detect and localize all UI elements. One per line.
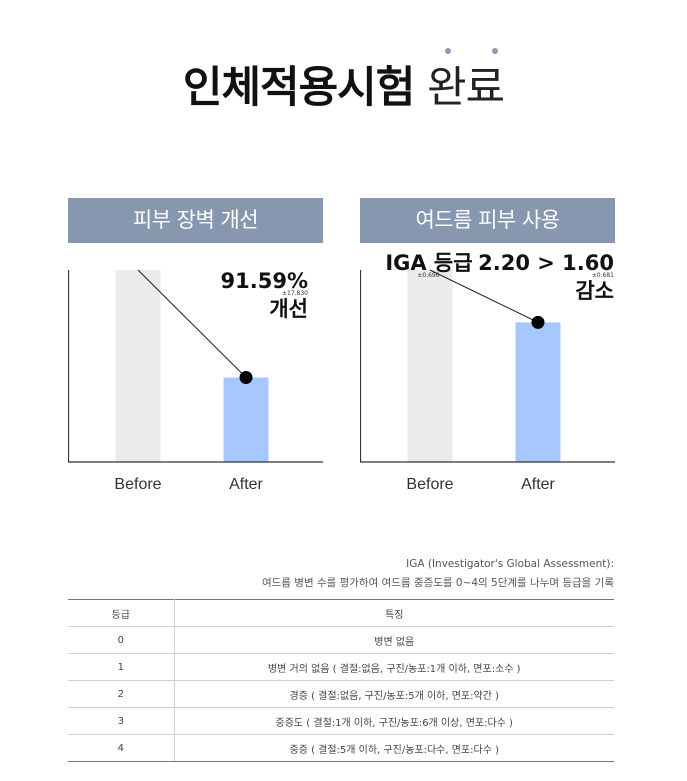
chart-svg: Before After: [68, 269, 323, 493]
grade-cell: 1: [68, 653, 175, 681]
page-title: 인체적용시험 완료: [0, 48, 687, 118]
grade-cell: 3: [68, 707, 175, 735]
grade-cell: 0: [68, 626, 175, 654]
after-point: [239, 371, 253, 385]
iga-grade-table: 등급 특징 0 병변 없음 1 병변 거의 없음 ( 결절:없음, 구진/농포:1개…: [68, 599, 614, 762]
title-light-label: 완료: [426, 63, 505, 113]
table-row: 4 중증 ( 결절:5개 이하, 구진/농포:다수, 면포:다수 ): [68, 734, 614, 762]
grade-cell: 2: [68, 680, 175, 708]
table-row: 0 병변 없음: [68, 626, 614, 654]
deviation-before: ±0.696: [417, 272, 440, 279]
accent-dot: [491, 48, 498, 54]
panel-header: 피부 장벽 개선: [68, 198, 323, 243]
table-row: 2 경증 ( 결절:없음, 구진/농포:5개 이하, 면포:약간 ): [68, 680, 614, 708]
chart-svg: Before After: [360, 269, 615, 493]
title-bold-text: 인체적용시험: [182, 63, 415, 113]
annotation-value: 91.59%: [220, 269, 308, 293]
category-label: Before: [114, 476, 161, 493]
table-header-row: 등급 특징: [68, 599, 614, 627]
column-header-feature: 특징: [174, 599, 614, 627]
feature-cell: 병변 거의 없음 ( 결절:없음, 구진/농포:1개 이하, 면포:소수 ): [174, 653, 614, 681]
category-label: After: [521, 476, 555, 493]
column-header-grade: 등급: [68, 599, 175, 627]
after-bar: [515, 322, 561, 462]
title-light-text: 완료: [426, 48, 505, 118]
skin-barrier-panel: 피부 장벽 개선 Before After 91.59% ±17.830 개선: [68, 198, 323, 498]
annotation-value-text: 91.59%: [220, 269, 308, 293]
acne-skin-chart: Before After IGA 등급 2.20 > 1.60 ±0.696 ±0…: [360, 243, 615, 498]
trend-line: [429, 269, 539, 323]
before-bar: [115, 270, 161, 462]
annotation-value-text: 2.20 > 1.60: [478, 251, 614, 275]
annotation-label: 감소: [575, 279, 614, 303]
acne-skin-panel: 여드름 피부 사용 Before After IGA 등급 2.20 > 1.60…: [360, 198, 615, 498]
feature-cell: 병변 없음: [174, 626, 614, 654]
after-point: [531, 315, 545, 329]
iga-note-description: 여드름 병변 수를 평가하여 여드름 중증도를 0~4의 5단계를 나누며 등급…: [261, 577, 614, 589]
annotation-label: 개선: [269, 297, 308, 321]
accent-dot: [444, 48, 451, 54]
annotation-value: 2.20 > 1.60: [478, 251, 614, 275]
improvement-annotation: 91.59% ±17.830 개선: [220, 269, 308, 321]
panel-header: 여드름 피부 사용: [360, 198, 615, 243]
category-label: Before: [406, 476, 453, 493]
category-label: After: [229, 476, 263, 493]
annotation-deviations: ±0.696 ±0.681: [385, 272, 614, 279]
table-row: 3 중증도 ( 결절:1개 이하, 구진/농포:6개 이상, 면포:다수 ): [68, 707, 614, 735]
before-bar: [407, 270, 453, 462]
skin-barrier-chart: Before After 91.59% ±17.830 개선: [68, 243, 323, 498]
annotation-deviation: ±17.830: [281, 290, 308, 297]
iga-annotation: IGA 등급 2.20 > 1.60 ±0.696 ±0.681 감소: [385, 251, 614, 303]
deviation-after: ±0.681: [591, 272, 614, 279]
iga-note-title: IGA (Investigator's Global Assessment):: [406, 558, 614, 570]
feature-cell: 경증 ( 결절:없음, 구진/농포:5개 이하, 면포:약간 ): [174, 680, 614, 708]
grade-cell: 4: [68, 734, 175, 762]
feature-cell: 중증 ( 결절:5개 이하, 구진/농포:다수, 면포:다수 ): [174, 734, 614, 762]
annotation-line1: IGA 등급: [385, 251, 473, 275]
trend-line: [137, 269, 247, 378]
feature-cell: 중증도 ( 결절:1개 이하, 구진/농포:6개 이상, 면포:다수 ): [174, 707, 614, 735]
after-bar: [223, 377, 269, 462]
table-row: 1 병변 거의 없음 ( 결절:없음, 구진/농포:1개 이하, 면포:소수 ): [68, 653, 614, 681]
